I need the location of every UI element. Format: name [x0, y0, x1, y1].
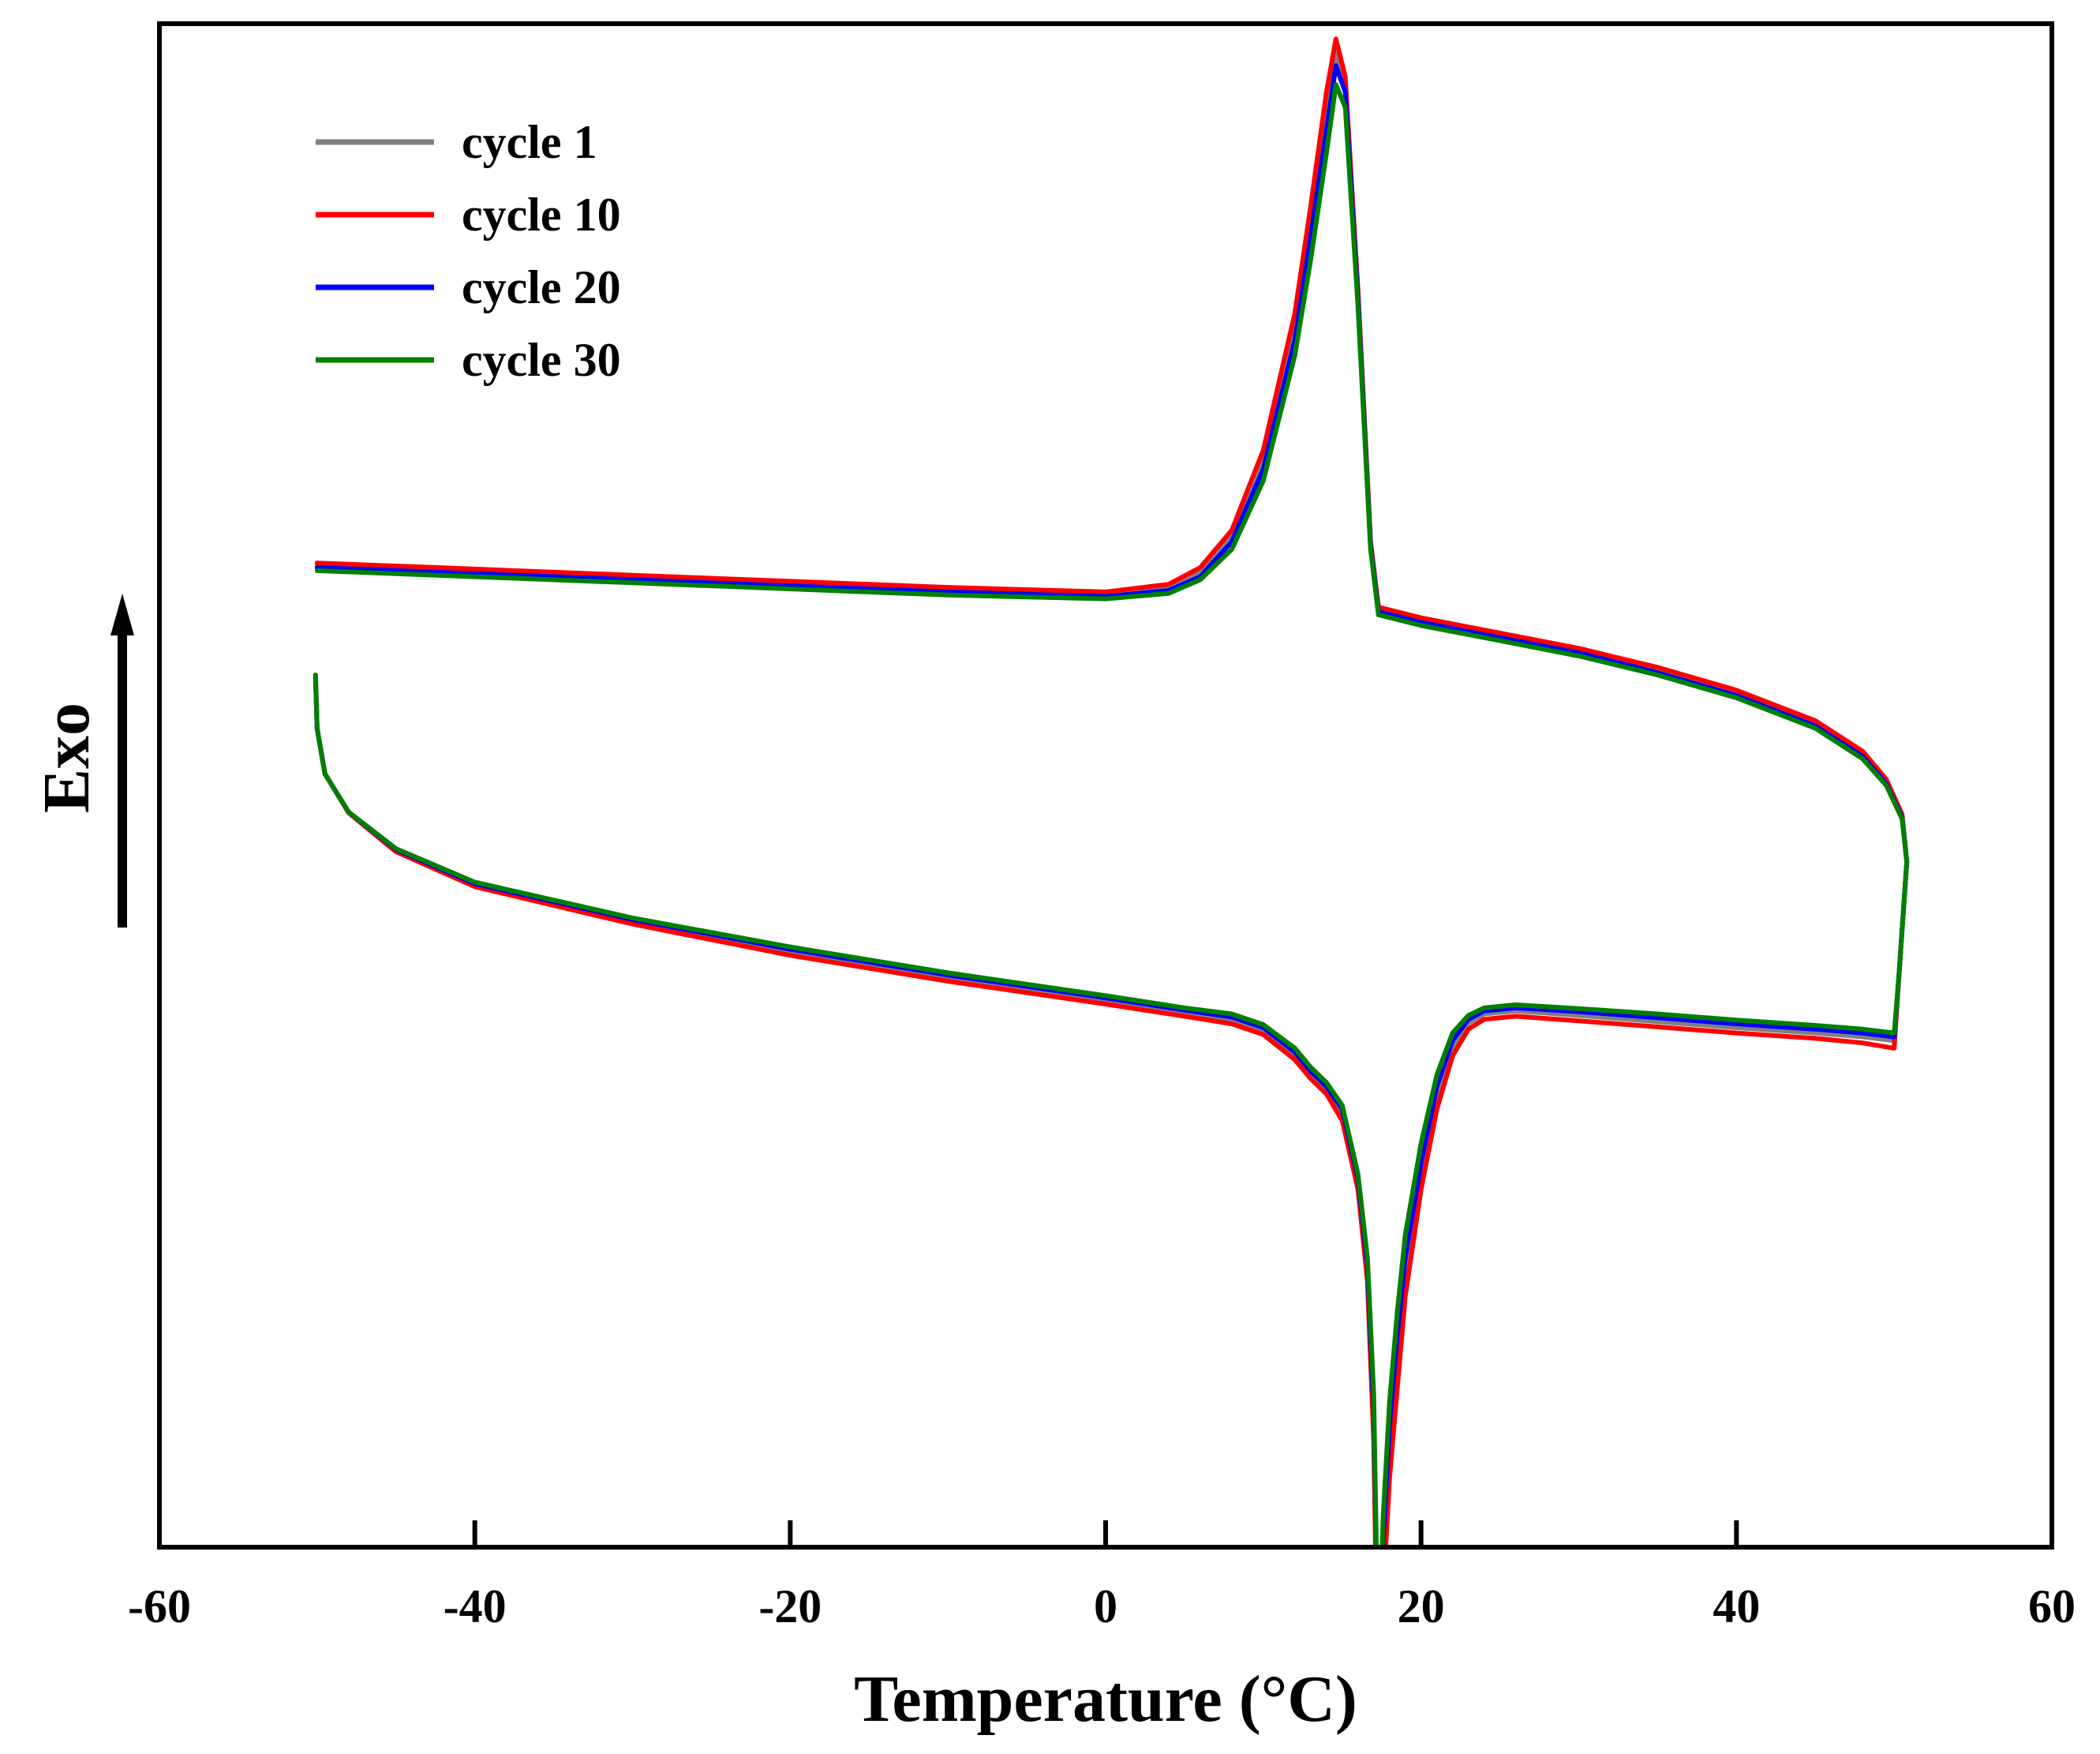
x-tick-label: -20	[758, 1580, 822, 1632]
series-layer	[313, 36, 1910, 1547]
series-line-cycle-3	[313, 63, 1910, 1547]
series-line-cycle-4	[313, 82, 1910, 1547]
legend-label: cycle 20	[462, 261, 621, 313]
x-tick-label: -40	[444, 1580, 507, 1632]
x-tick-label: 20	[1398, 1580, 1445, 1632]
x-axis: -60 -40 -20 0 20 40 60	[128, 1520, 2076, 1632]
x-axis-title: Temperature (°C)	[854, 1662, 1357, 1736]
x-tick-label: 40	[1713, 1580, 1760, 1632]
legend-label: cycle 10	[462, 189, 621, 241]
y-axis-title: Exo	[30, 703, 103, 813]
legend-label: cycle 30	[462, 334, 621, 386]
x-tick-label: -60	[128, 1580, 191, 1632]
x-tick-label: 60	[2028, 1580, 2076, 1632]
x-tick-label: 0	[1094, 1580, 1117, 1632]
y-axis: Exo	[30, 594, 134, 928]
legend-label: cycle 1	[462, 116, 597, 168]
legend: cycle 1 cycle 10 cycle 20 cycle 30	[316, 116, 621, 386]
exo-arrow-head-icon	[110, 594, 134, 635]
plot-frame	[157, 21, 2054, 1550]
series-line-cycle-2	[313, 36, 1910, 1547]
